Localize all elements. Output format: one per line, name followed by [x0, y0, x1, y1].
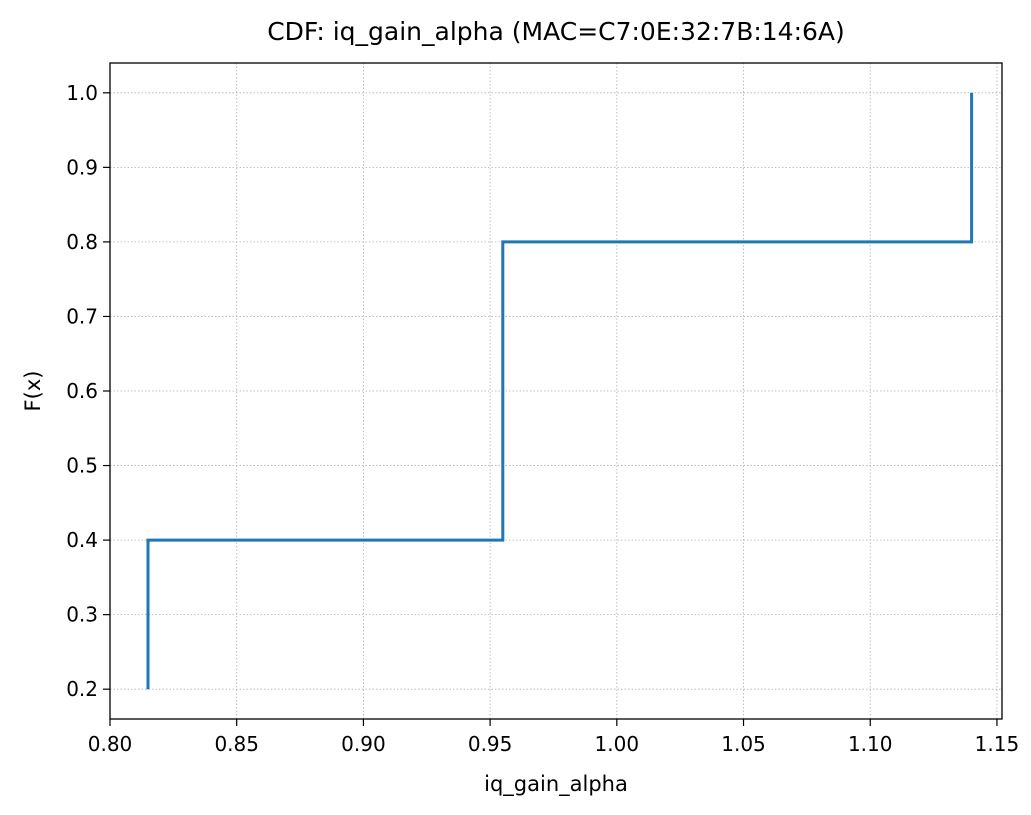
series-layer [146, 92, 974, 690]
x-tick-label: 0.85 [214, 732, 259, 756]
y-tick-label: 0.4 [66, 528, 98, 552]
x-tick-label: 0.80 [88, 732, 133, 756]
x-tick-label: 1.05 [721, 732, 766, 756]
y-tick-label: 0.6 [66, 379, 98, 403]
y-tick-label: 0.2 [66, 677, 98, 701]
y-tick-label: 1.0 [66, 81, 98, 105]
x-tick-label: 1.10 [848, 732, 893, 756]
grid-layer [109, 63, 1002, 719]
y-tick-label: 0.9 [66, 155, 98, 179]
chart-title: CDF: iq_gain_alpha (MAC=C7:0E:32:7B:14:6… [267, 17, 845, 46]
x-tick-label: 1.15 [975, 732, 1020, 756]
y-axis-label: F(x) [21, 371, 45, 412]
y-tick-label: 0.8 [66, 230, 98, 254]
x-axis-label: iq_gain_alpha [484, 772, 628, 797]
x-tick-label: 0.95 [468, 732, 513, 756]
y-axis: 0.2 0.3 0.4 0.5 0.6 0.7 0.8 0.9 1.0 [66, 81, 110, 701]
y-tick-label: 0.7 [66, 304, 98, 328]
x-tick-label: 1.00 [595, 732, 640, 756]
y-tick-label: 0.5 [66, 454, 98, 478]
cdf-step-line [146, 92, 974, 690]
x-tick-label: 0.90 [341, 732, 386, 756]
x-axis: 0.80 0.85 0.90 0.95 1.00 1.05 1.10 1.15 [88, 719, 1019, 756]
y-tick-label: 0.3 [66, 603, 98, 627]
